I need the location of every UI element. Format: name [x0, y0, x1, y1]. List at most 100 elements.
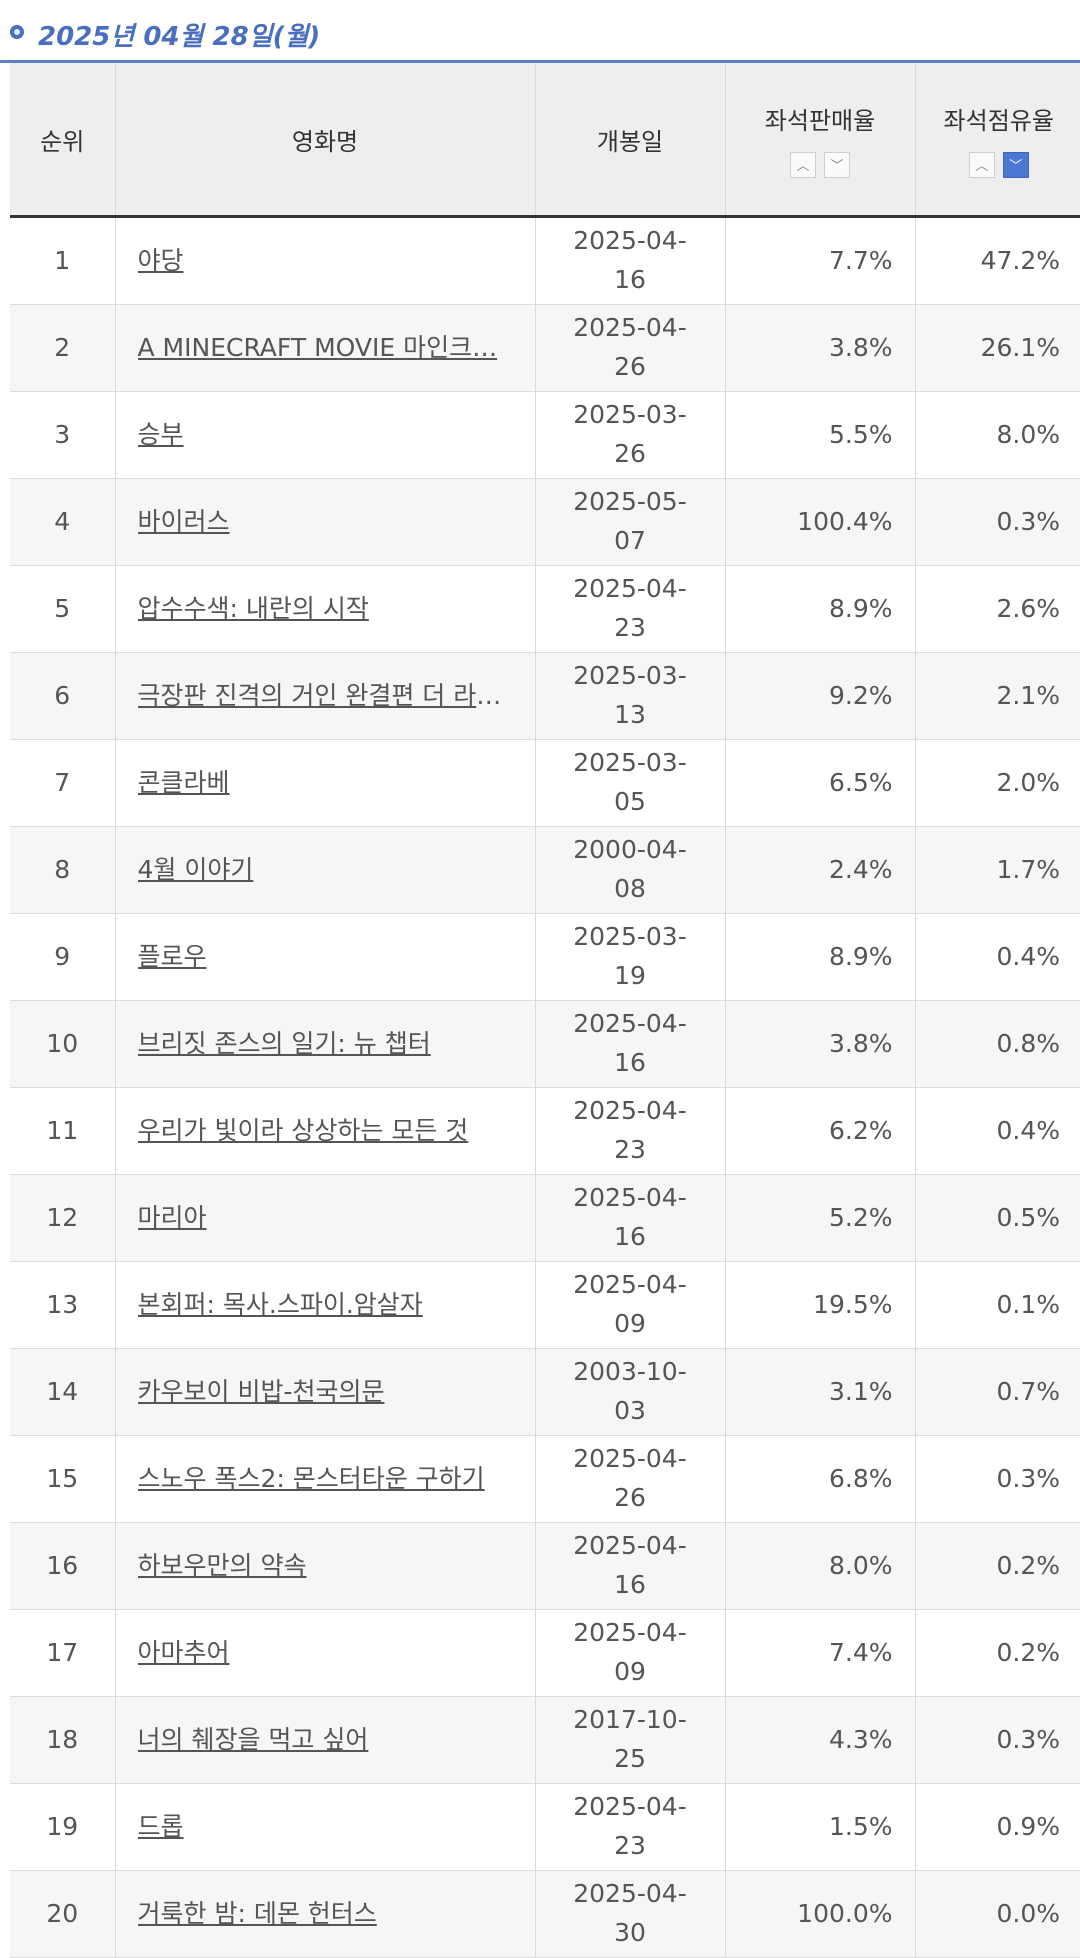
- chevron-up-icon: ︿: [796, 155, 809, 174]
- title-cell: 하보우만의 약속: [115, 1523, 535, 1610]
- rank-cell: 20: [10, 1871, 115, 1958]
- movie-title-link[interactable]: 본회퍼: 목사.스파이.암살자: [138, 1286, 513, 1325]
- seat-sales-rate-cell: 8.0%: [725, 1523, 915, 1610]
- title-cell: 드롭: [115, 1784, 535, 1871]
- open-date-cell: 2025-03-05: [535, 740, 725, 827]
- seat-share-cell: 0.3%: [915, 1697, 1080, 1784]
- rank-cell: 15: [10, 1436, 115, 1523]
- rank-cell: 8: [10, 827, 115, 914]
- box-office-table: 순위 영화명 개봉일 좌석판매율 ︿ ﹀ 좌석점유율 ︿ ﹀ 1 야당 2025-0…: [10, 63, 1080, 1958]
- movie-title-link[interactable]: 압수수색: 내란의 시작: [138, 590, 513, 629]
- open-date-cell: 2025-04-30: [535, 1871, 725, 1958]
- movie-title-link[interactable]: 거룩한 밤: 데몬 헌터스: [138, 1895, 513, 1934]
- sort-ascending-button[interactable]: ︿: [969, 152, 995, 178]
- title-cell: 마리아: [115, 1175, 535, 1262]
- sort-descending-button[interactable]: ﹀: [824, 152, 850, 178]
- seat-sales-rate-cell: 6.2%: [725, 1088, 915, 1175]
- open-date-cell: 2025-03-26: [535, 392, 725, 479]
- movie-title-link[interactable]: 4월 이야기: [138, 851, 513, 890]
- seat-share-cell: 2.6%: [915, 566, 1080, 653]
- title-cell: 극장판 진격의 거인 완결편 더 라스…: [115, 653, 535, 740]
- title-cell: 승부: [115, 392, 535, 479]
- column-header-seat-sales-rate: 좌석판매율 ︿ ﹀: [725, 63, 915, 217]
- movie-title-link[interactable]: 드롭: [138, 1808, 513, 1847]
- sort-ascending-button[interactable]: ︿: [790, 152, 816, 178]
- seat-sales-rate-cell: 7.4%: [725, 1610, 915, 1697]
- movie-title-link[interactable]: 승부: [138, 416, 513, 455]
- seat-sales-rate-cell: 5.2%: [725, 1175, 915, 1262]
- movie-title-link[interactable]: 너의 췌장을 먹고 싶어: [138, 1721, 513, 1760]
- seat-sales-rate-cell: 8.9%: [725, 566, 915, 653]
- title-cell: 카우보이 비밥-천국의문: [115, 1349, 535, 1436]
- column-header-seat-share: 좌석점유율 ︿ ﹀: [915, 63, 1080, 217]
- rank-cell: 4: [10, 479, 115, 566]
- open-date-cell: 2025-04-26: [535, 305, 725, 392]
- rank-cell: 10: [10, 1001, 115, 1088]
- chevron-down-icon: ﹀: [830, 155, 843, 174]
- seat-sales-rate-cell: 1.5%: [725, 1784, 915, 1871]
- title-cell: 4월 이야기: [115, 827, 535, 914]
- seat-sales-rate-cell: 3.1%: [725, 1349, 915, 1436]
- movie-title-link[interactable]: 플로우: [138, 938, 513, 977]
- rank-cell: 18: [10, 1697, 115, 1784]
- sort-descending-button-active[interactable]: ﹀: [1003, 152, 1029, 178]
- movie-title-link[interactable]: 하보우만의 약속: [138, 1547, 513, 1586]
- seat-sales-rate-cell: 8.9%: [725, 914, 915, 1001]
- seat-sales-rate-cell: 6.8%: [725, 1436, 915, 1523]
- movie-title-link[interactable]: 브리짓 존스의 일기: 뉴 챕터: [138, 1025, 513, 1064]
- open-date-cell: 2025-04-16: [535, 1001, 725, 1088]
- movie-title-link[interactable]: 스노우 폭스2: 몬스터타운 구하기: [138, 1460, 513, 1499]
- movie-title-link[interactable]: 콘클라베: [138, 764, 513, 803]
- title-cell: 너의 췌장을 먹고 싶어: [115, 1697, 535, 1784]
- movie-title-link[interactable]: 마리아: [138, 1199, 513, 1238]
- seat-share-cell: 2.0%: [915, 740, 1080, 827]
- rank-cell: 13: [10, 1262, 115, 1349]
- title-cell: 우리가 빛이라 상상하는 모든 것: [115, 1088, 535, 1175]
- rank-cell: 6: [10, 653, 115, 740]
- open-date-cell: 2025-04-23: [535, 1784, 725, 1871]
- table-header-row: 순위 영화명 개봉일 좌석판매율 ︿ ﹀ 좌석점유율 ︿ ﹀: [10, 63, 1080, 217]
- seat-sales-rate-cell: 3.8%: [725, 1001, 915, 1088]
- seat-share-cell: 47.2%: [915, 217, 1080, 305]
- movie-title-link[interactable]: 바이러스: [138, 503, 513, 542]
- title-cell: 거룩한 밤: 데몬 헌터스: [115, 1871, 535, 1958]
- rank-cell: 5: [10, 566, 115, 653]
- rank-cell: 16: [10, 1523, 115, 1610]
- seat-share-cell: 0.7%: [915, 1349, 1080, 1436]
- column-header-open-date: 개봉일: [535, 63, 725, 217]
- movie-title-link[interactable]: 우리가 빛이라 상상하는 모든 것: [138, 1112, 513, 1151]
- rank-cell: 7: [10, 740, 115, 827]
- date-header: 2025년 04월 28일(월): [0, 0, 1080, 63]
- rank-cell: 3: [10, 392, 115, 479]
- seat-share-cell: 26.1%: [915, 305, 1080, 392]
- date-title: 2025년 04월 28일(월): [38, 16, 320, 53]
- movie-title-link[interactable]: A MINECRAFT MOVIE 마인크…: [138, 329, 513, 368]
- rank-cell: 17: [10, 1610, 115, 1697]
- movie-title-link[interactable]: 야당: [138, 242, 513, 281]
- rank-cell: 1: [10, 217, 115, 305]
- open-date-cell: 2000-04-08: [535, 827, 725, 914]
- seat-share-cell: 0.2%: [915, 1523, 1080, 1610]
- chevron-down-icon: ﹀: [1009, 155, 1022, 174]
- seat-share-cell: 0.1%: [915, 1262, 1080, 1349]
- seat-share-cell: 1.7%: [915, 827, 1080, 914]
- movie-title-link[interactable]: 카우보이 비밥-천국의문: [138, 1373, 513, 1412]
- seat-share-cell: 2.1%: [915, 653, 1080, 740]
- movie-title-link[interactable]: 아마추어: [138, 1634, 513, 1673]
- open-date-cell: 2025-04-09: [535, 1610, 725, 1697]
- column-header-rank: 순위: [10, 63, 115, 217]
- movie-title-link[interactable]: 극장판 진격의 거인 완결편 더 라스…: [138, 677, 513, 716]
- open-date-cell: 2025-04-16: [535, 1523, 725, 1610]
- rank-cell: 14: [10, 1349, 115, 1436]
